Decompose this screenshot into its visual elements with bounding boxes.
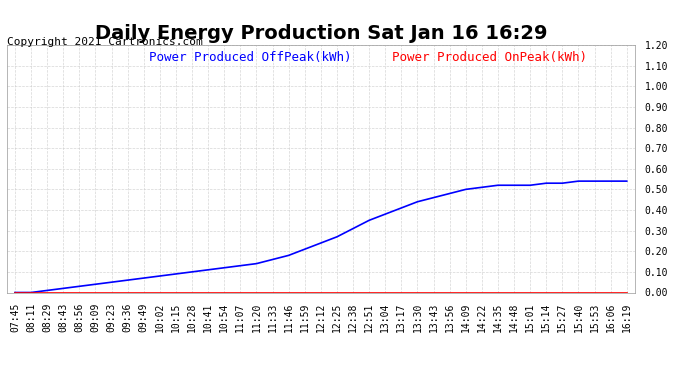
Power Produced OnPeak(kWh) xyxy=(139,290,148,295)
Power Produced OnPeak(kWh) xyxy=(172,290,180,295)
Power Produced OnPeak(kWh) xyxy=(284,290,293,295)
Power Produced OffPeak(kWh) xyxy=(494,183,502,188)
Power Produced OnPeak(kWh) xyxy=(510,290,518,295)
Power Produced OnPeak(kWh) xyxy=(317,290,325,295)
Power Produced OnPeak(kWh) xyxy=(27,290,35,295)
Power Produced OffPeak(kWh) xyxy=(381,212,389,216)
Power Produced OnPeak(kWh) xyxy=(607,290,615,295)
Power Produced OnPeak(kWh) xyxy=(542,290,551,295)
Power Produced OffPeak(kWh) xyxy=(477,185,486,190)
Power Produced OffPeak(kWh) xyxy=(139,276,148,280)
Power Produced OnPeak(kWh) xyxy=(124,290,132,295)
Power Produced OnPeak(kWh) xyxy=(494,290,502,295)
Power Produced OnPeak(kWh) xyxy=(477,290,486,295)
Power Produced OffPeak(kWh) xyxy=(172,272,180,276)
Power Produced OffPeak(kWh) xyxy=(204,268,213,272)
Power Produced OffPeak(kWh) xyxy=(510,183,518,188)
Power Produced OffPeak(kWh) xyxy=(284,253,293,258)
Power Produced OnPeak(kWh) xyxy=(220,290,228,295)
Power Produced OffPeak(kWh) xyxy=(91,282,99,286)
Power Produced OnPeak(kWh) xyxy=(333,290,341,295)
Power Produced OnPeak(kWh) xyxy=(558,290,566,295)
Title: Daily Energy Production Sat Jan 16 16:29: Daily Energy Production Sat Jan 16 16:29 xyxy=(95,24,547,44)
Power Produced OffPeak(kWh) xyxy=(397,206,406,210)
Power Produced OffPeak(kWh) xyxy=(333,235,341,239)
Power Produced OffPeak(kWh) xyxy=(27,290,35,295)
Power Produced OffPeak(kWh) xyxy=(607,179,615,183)
Power Produced OnPeak(kWh) xyxy=(43,290,51,295)
Power Produced OffPeak(kWh) xyxy=(108,280,116,285)
Power Produced OnPeak(kWh) xyxy=(188,290,196,295)
Power Produced OnPeak(kWh) xyxy=(462,290,470,295)
Power Produced OnPeak(kWh) xyxy=(204,290,213,295)
Power Produced OffPeak(kWh) xyxy=(43,288,51,293)
Power Produced OffPeak(kWh) xyxy=(591,179,599,183)
Power Produced OnPeak(kWh) xyxy=(349,290,357,295)
Power Produced OffPeak(kWh) xyxy=(268,257,277,262)
Power Produced OnPeak(kWh) xyxy=(59,290,68,295)
Power Produced OffPeak(kWh) xyxy=(462,187,470,192)
Power Produced OnPeak(kWh) xyxy=(365,290,373,295)
Legend: Power Produced OffPeak(kWh), Power Produced OnPeak(kWh): Power Produced OffPeak(kWh), Power Produ… xyxy=(120,51,587,64)
Power Produced OnPeak(kWh) xyxy=(253,290,261,295)
Power Produced OffPeak(kWh) xyxy=(558,181,566,186)
Power Produced OffPeak(kWh) xyxy=(622,179,631,183)
Power Produced OnPeak(kWh) xyxy=(429,290,437,295)
Power Produced OnPeak(kWh) xyxy=(413,290,422,295)
Power Produced OnPeak(kWh) xyxy=(75,290,83,295)
Power Produced OffPeak(kWh) xyxy=(317,241,325,245)
Power Produced OffPeak(kWh) xyxy=(59,286,68,291)
Power Produced OnPeak(kWh) xyxy=(574,290,582,295)
Power Produced OffPeak(kWh) xyxy=(526,183,534,188)
Power Produced OnPeak(kWh) xyxy=(622,290,631,295)
Power Produced OffPeak(kWh) xyxy=(574,179,582,183)
Power Produced OnPeak(kWh) xyxy=(446,290,454,295)
Power Produced OffPeak(kWh) xyxy=(253,261,261,266)
Power Produced OffPeak(kWh) xyxy=(429,195,437,200)
Power Produced OffPeak(kWh) xyxy=(542,181,551,186)
Power Produced OnPeak(kWh) xyxy=(236,290,244,295)
Power Produced OnPeak(kWh) xyxy=(11,290,19,295)
Power Produced OffPeak(kWh) xyxy=(301,247,309,252)
Power Produced OffPeak(kWh) xyxy=(11,290,19,295)
Power Produced OnPeak(kWh) xyxy=(156,290,164,295)
Power Produced OffPeak(kWh) xyxy=(413,200,422,204)
Line: Power Produced OffPeak(kWh): Power Produced OffPeak(kWh) xyxy=(15,181,627,292)
Power Produced OnPeak(kWh) xyxy=(526,290,534,295)
Power Produced OffPeak(kWh) xyxy=(220,266,228,270)
Power Produced OffPeak(kWh) xyxy=(365,218,373,223)
Power Produced OnPeak(kWh) xyxy=(108,290,116,295)
Power Produced OnPeak(kWh) xyxy=(591,290,599,295)
Power Produced OffPeak(kWh) xyxy=(188,270,196,274)
Power Produced OffPeak(kWh) xyxy=(236,264,244,268)
Power Produced OnPeak(kWh) xyxy=(268,290,277,295)
Power Produced OnPeak(kWh) xyxy=(397,290,406,295)
Power Produced OnPeak(kWh) xyxy=(381,290,389,295)
Power Produced OffPeak(kWh) xyxy=(75,284,83,289)
Power Produced OffPeak(kWh) xyxy=(349,226,357,231)
Power Produced OffPeak(kWh) xyxy=(124,278,132,282)
Text: Copyright 2021 Cartronics.com: Copyright 2021 Cartronics.com xyxy=(7,37,203,47)
Power Produced OffPeak(kWh) xyxy=(446,191,454,196)
Power Produced OnPeak(kWh) xyxy=(91,290,99,295)
Power Produced OnPeak(kWh) xyxy=(301,290,309,295)
Power Produced OffPeak(kWh) xyxy=(156,274,164,278)
